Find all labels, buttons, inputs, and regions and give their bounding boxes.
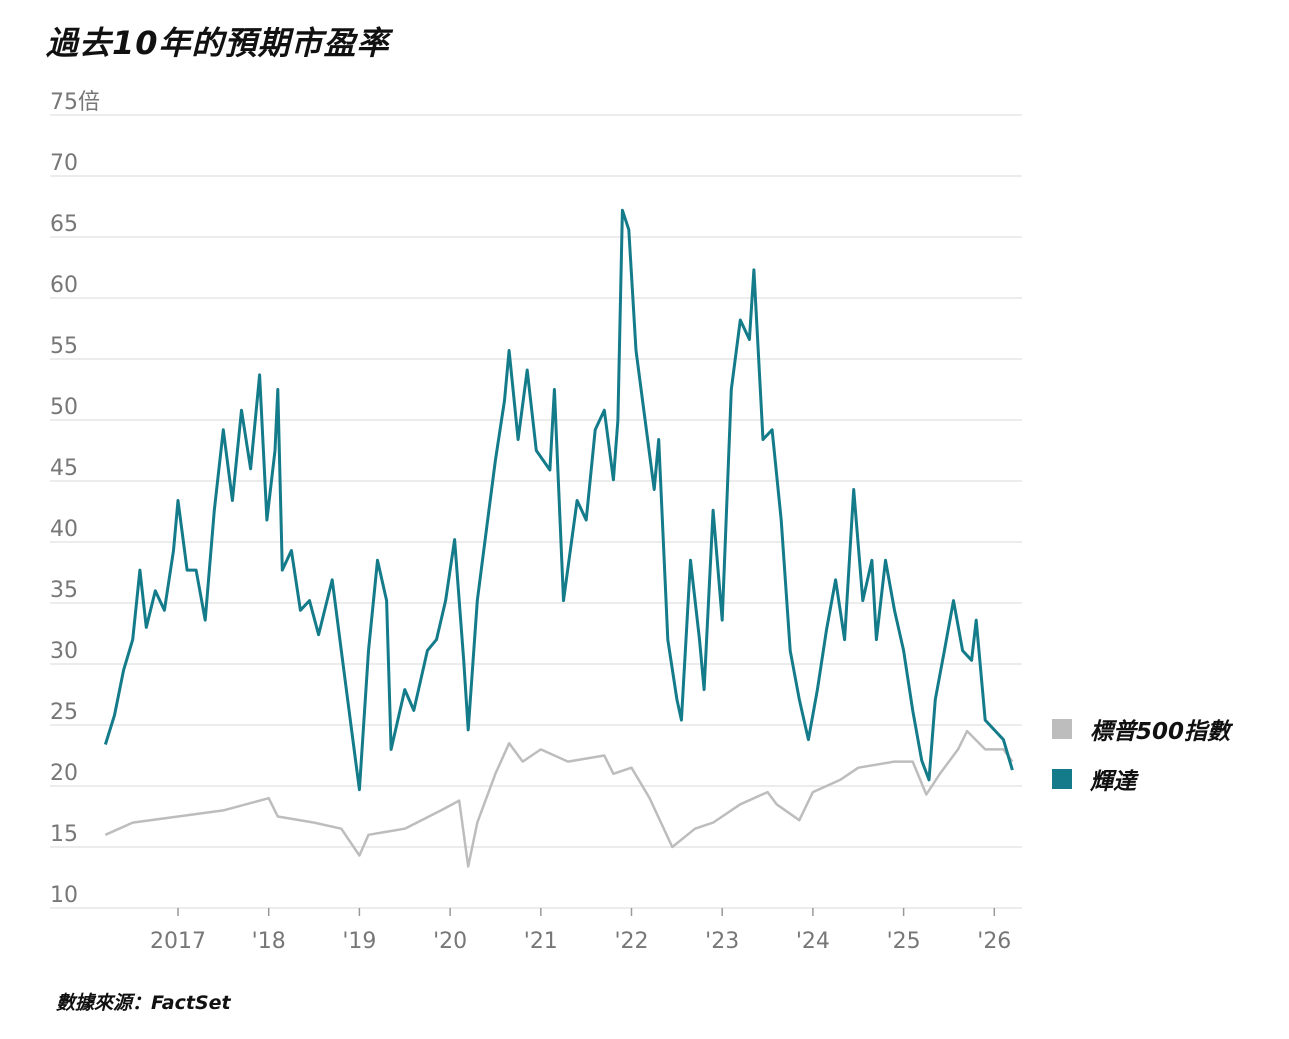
y-tick-label: 15 [50, 822, 78, 847]
y-tick-label: 60 [50, 273, 78, 298]
y-tick-label: 30 [50, 639, 78, 664]
x-tick-label: '20 [433, 929, 467, 954]
x-tick-label: '23 [705, 929, 739, 954]
series-line-sp500 [104, 729, 1014, 868]
x-tick-label: '19 [342, 929, 376, 954]
y-tick-label: 10 [50, 883, 78, 908]
x-tick-label: '26 [977, 929, 1011, 954]
y-tick-label: 25 [50, 700, 78, 725]
x-tick-label: '21 [524, 929, 558, 954]
y-tick-label: 40 [50, 517, 78, 542]
y-tick-label: 50 [50, 395, 78, 420]
y-tick-label: 55 [50, 334, 78, 359]
y-tick-label: 70 [50, 151, 78, 176]
legend-label-sp500: 標普500指數 [1090, 719, 1231, 745]
y-tick-label: 45 [50, 456, 78, 481]
legend-swatch-sp500 [1052, 719, 1072, 739]
y-tick-label: 65 [50, 212, 78, 237]
legend-item-sp500: 標普500指數 [1052, 712, 1230, 746]
y-tick-label: 20 [50, 761, 78, 786]
x-tick-label: '24 [796, 929, 830, 954]
chart-title: 過去10年的預期市盈率 [46, 24, 390, 62]
legend-label-nvidia: 輝達 [1090, 769, 1136, 795]
legend-swatch-nvidia [1052, 769, 1072, 789]
legend-item-nvidia: 輝達 [1052, 762, 1136, 796]
y-tick-label: 75倍 [50, 90, 100, 115]
y-tick-label: 35 [50, 578, 78, 603]
x-tick-label: '18 [252, 929, 286, 954]
x-tick-label: 2017 [150, 929, 206, 954]
x-tick-label: '22 [614, 929, 648, 954]
series-line-nvidia [103, 208, 1014, 792]
source-note: 數據來源：FactSet [56, 992, 231, 1014]
x-tick-label: '25 [887, 929, 921, 954]
